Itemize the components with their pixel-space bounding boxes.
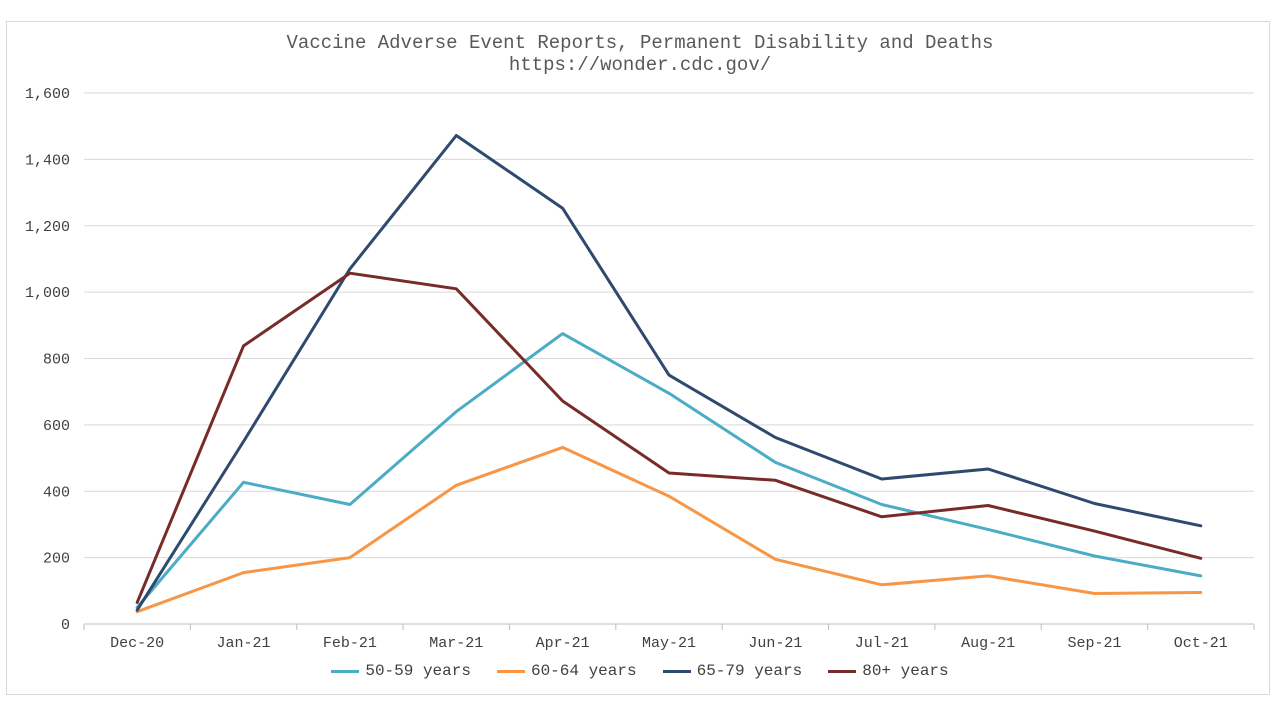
legend-item: 65-79 years bbox=[662, 662, 803, 680]
x-tick-label: Jun-21 bbox=[748, 635, 802, 652]
legend-swatch bbox=[662, 669, 691, 673]
legend-item: 50-59 years bbox=[331, 662, 471, 680]
chart-title: Vaccine Adverse Event Reports, Permanent… bbox=[286, 32, 994, 54]
x-tick-label: Feb-21 bbox=[323, 635, 377, 652]
series-line-3 bbox=[135, 271, 1203, 604]
x-tick-label: Jan-21 bbox=[217, 635, 271, 652]
legend-label: 80+ years bbox=[862, 662, 949, 680]
x-tick-label: May-21 bbox=[642, 635, 696, 652]
y-tick-label: 1,600 bbox=[25, 86, 70, 103]
x-tick-label: Apr-21 bbox=[536, 635, 590, 652]
x-tick-label: Aug-21 bbox=[961, 635, 1015, 652]
legend-label: 65-79 years bbox=[696, 662, 803, 680]
y-tick-label: 1,400 bbox=[25, 152, 70, 169]
legend-label: 50-59 years bbox=[365, 662, 471, 680]
y-tick-label: 200 bbox=[43, 551, 70, 568]
legend-swatch bbox=[828, 669, 857, 673]
legend-item: 80+ years bbox=[828, 662, 949, 680]
y-tick-label: 1,200 bbox=[25, 219, 70, 236]
legend-label: 60-64 years bbox=[530, 662, 637, 680]
y-tick-label: 600 bbox=[43, 418, 70, 435]
y-tick-label: 1,000 bbox=[25, 285, 70, 302]
x-tick-label: Oct-21 bbox=[1174, 635, 1228, 652]
x-tick-label: Jul-21 bbox=[855, 635, 909, 652]
y-tick-label: 800 bbox=[43, 352, 70, 369]
series-line-1 bbox=[135, 445, 1203, 614]
series-line-0 bbox=[135, 332, 1203, 609]
x-tick-label: Mar-21 bbox=[429, 635, 483, 652]
y-tick-label: 0 bbox=[61, 617, 70, 634]
x-tick-label: Dec-20 bbox=[110, 635, 164, 652]
legend-swatch bbox=[331, 669, 360, 673]
y-tick-label: 400 bbox=[43, 484, 70, 501]
legend-swatch bbox=[496, 669, 525, 673]
chart-subtitle: https://wonder.cdc.gov/ bbox=[508, 54, 772, 76]
chart-legend: 50-59 years 60-64 years 65-79 years 80+ yea… bbox=[0, 662, 1280, 680]
legend-item: 60-64 years bbox=[496, 662, 637, 680]
series-line-2 bbox=[135, 134, 1203, 612]
x-tick-label: Sep-21 bbox=[1067, 635, 1121, 652]
